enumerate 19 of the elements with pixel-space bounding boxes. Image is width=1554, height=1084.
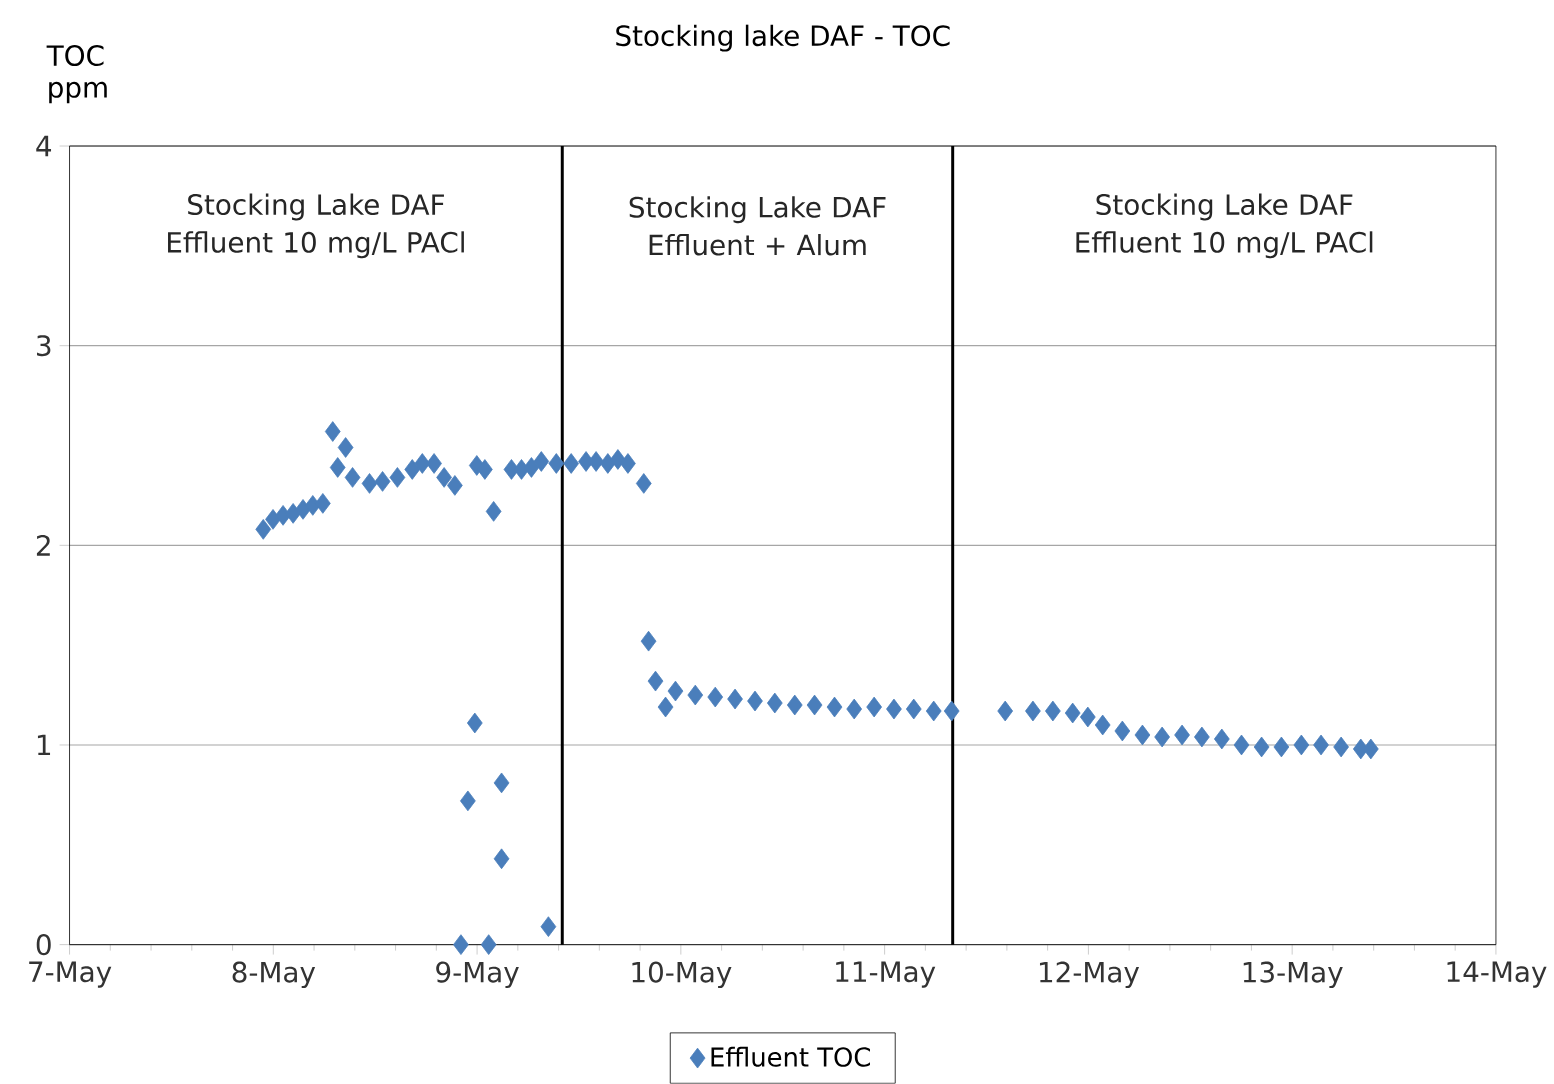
y-axis-title: TOC ppm: [46, 45, 107, 104]
y-tick-label: 1: [37, 734, 51, 756]
annotation: Stocking Lake DAF Effluent 10 mg/L PACl: [168, 193, 464, 259]
x-tick-label: 9-May: [436, 961, 519, 989]
x-tick-label: 7-May: [29, 961, 112, 988]
y-tick-label: 3: [37, 335, 51, 357]
legend-label: Effluent TOC: [711, 1046, 870, 1067]
x-tick-label: 8-May: [232, 961, 316, 989]
y-tick-label: 2: [36, 535, 50, 556]
x-tick-label: 13-May: [1243, 961, 1343, 989]
x-tick-label: 10-May: [632, 961, 732, 989]
annotation: Stocking Lake DAF Effluent + Alum: [629, 196, 886, 256]
y-tick-label: 4: [36, 136, 52, 157]
x-tick-label: 12-May: [1039, 961, 1140, 989]
x-tick-label: 14-May: [1447, 961, 1547, 988]
y-tick-label: 0: [36, 934, 51, 956]
chart-title: Stocking lake DAF - TOC: [616, 24, 950, 52]
annotation: Stocking Lake DAF Effluent 10 mg/L PACl: [1076, 193, 1373, 259]
x-tick-label: 11-May: [836, 961, 936, 988]
